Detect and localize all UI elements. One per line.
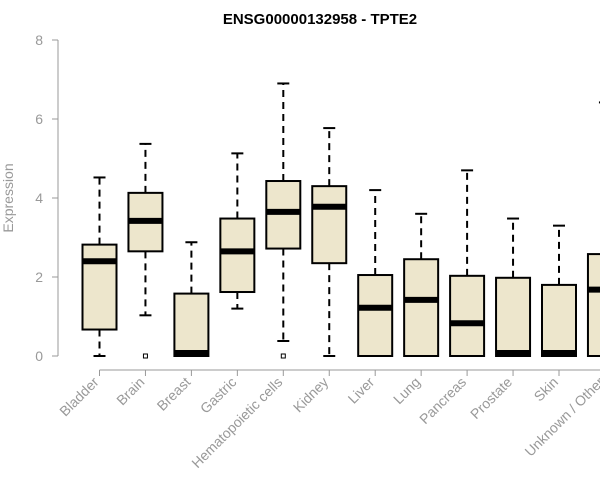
y-axis: 0 2 4 6 8 [35, 32, 59, 364]
x-tick-label: Pancreas [416, 374, 469, 427]
x-tick-label: Lung [390, 374, 423, 407]
box-pancreas [449, 169, 486, 357]
x-tick-label: Unknown / Other [521, 374, 600, 460]
x-tick-label: Gastric [197, 374, 240, 417]
box-breast [173, 241, 210, 357]
box-skin [541, 224, 577, 357]
y-tick-label: 6 [35, 111, 43, 127]
box-iqr [219, 217, 256, 294]
x-tick-label: Prostate [467, 374, 515, 422]
box-iqr [449, 274, 486, 357]
box-liver [357, 189, 394, 357]
box-hematopoietic-cells [265, 82, 302, 359]
box-brain [127, 142, 164, 359]
box-kidney [311, 127, 348, 357]
box-iqr [586, 253, 600, 357]
box-gastric [219, 152, 256, 310]
box-lung [403, 212, 440, 358]
box-prostate [495, 217, 532, 358]
x-tick-label: Skin [531, 374, 562, 405]
box-iqr [173, 292, 210, 357]
y-tick-label: 4 [35, 190, 43, 206]
x-tick-label: Bladder [56, 374, 102, 420]
outlier-point [142, 353, 148, 359]
chart-title: ENSG00000132958 - TPTE2 [223, 11, 417, 28]
x-tick-label: Brain [113, 374, 147, 408]
box-iqr [357, 274, 394, 357]
y-tick-label: 2 [35, 269, 43, 285]
x-tick-label: Kidney [290, 374, 332, 416]
boxes-group [81, 82, 600, 359]
box-bladder [81, 176, 118, 357]
x-tick-label: Liver [345, 374, 378, 407]
x-tick-label: Breast [154, 374, 194, 414]
x-tick-label: Hematopoietic cells [188, 374, 285, 471]
box-iqr [541, 283, 577, 357]
box-iqr [81, 243, 118, 331]
y-axis-label: Expression [0, 163, 16, 232]
box-unknown-other [586, 101, 600, 357]
box-iqr [495, 276, 532, 358]
outlier-point [280, 353, 286, 359]
y-tick-label: 0 [35, 348, 43, 364]
box-iqr [311, 185, 348, 265]
y-tick-label: 8 [35, 32, 43, 48]
box-iqr [403, 258, 440, 358]
